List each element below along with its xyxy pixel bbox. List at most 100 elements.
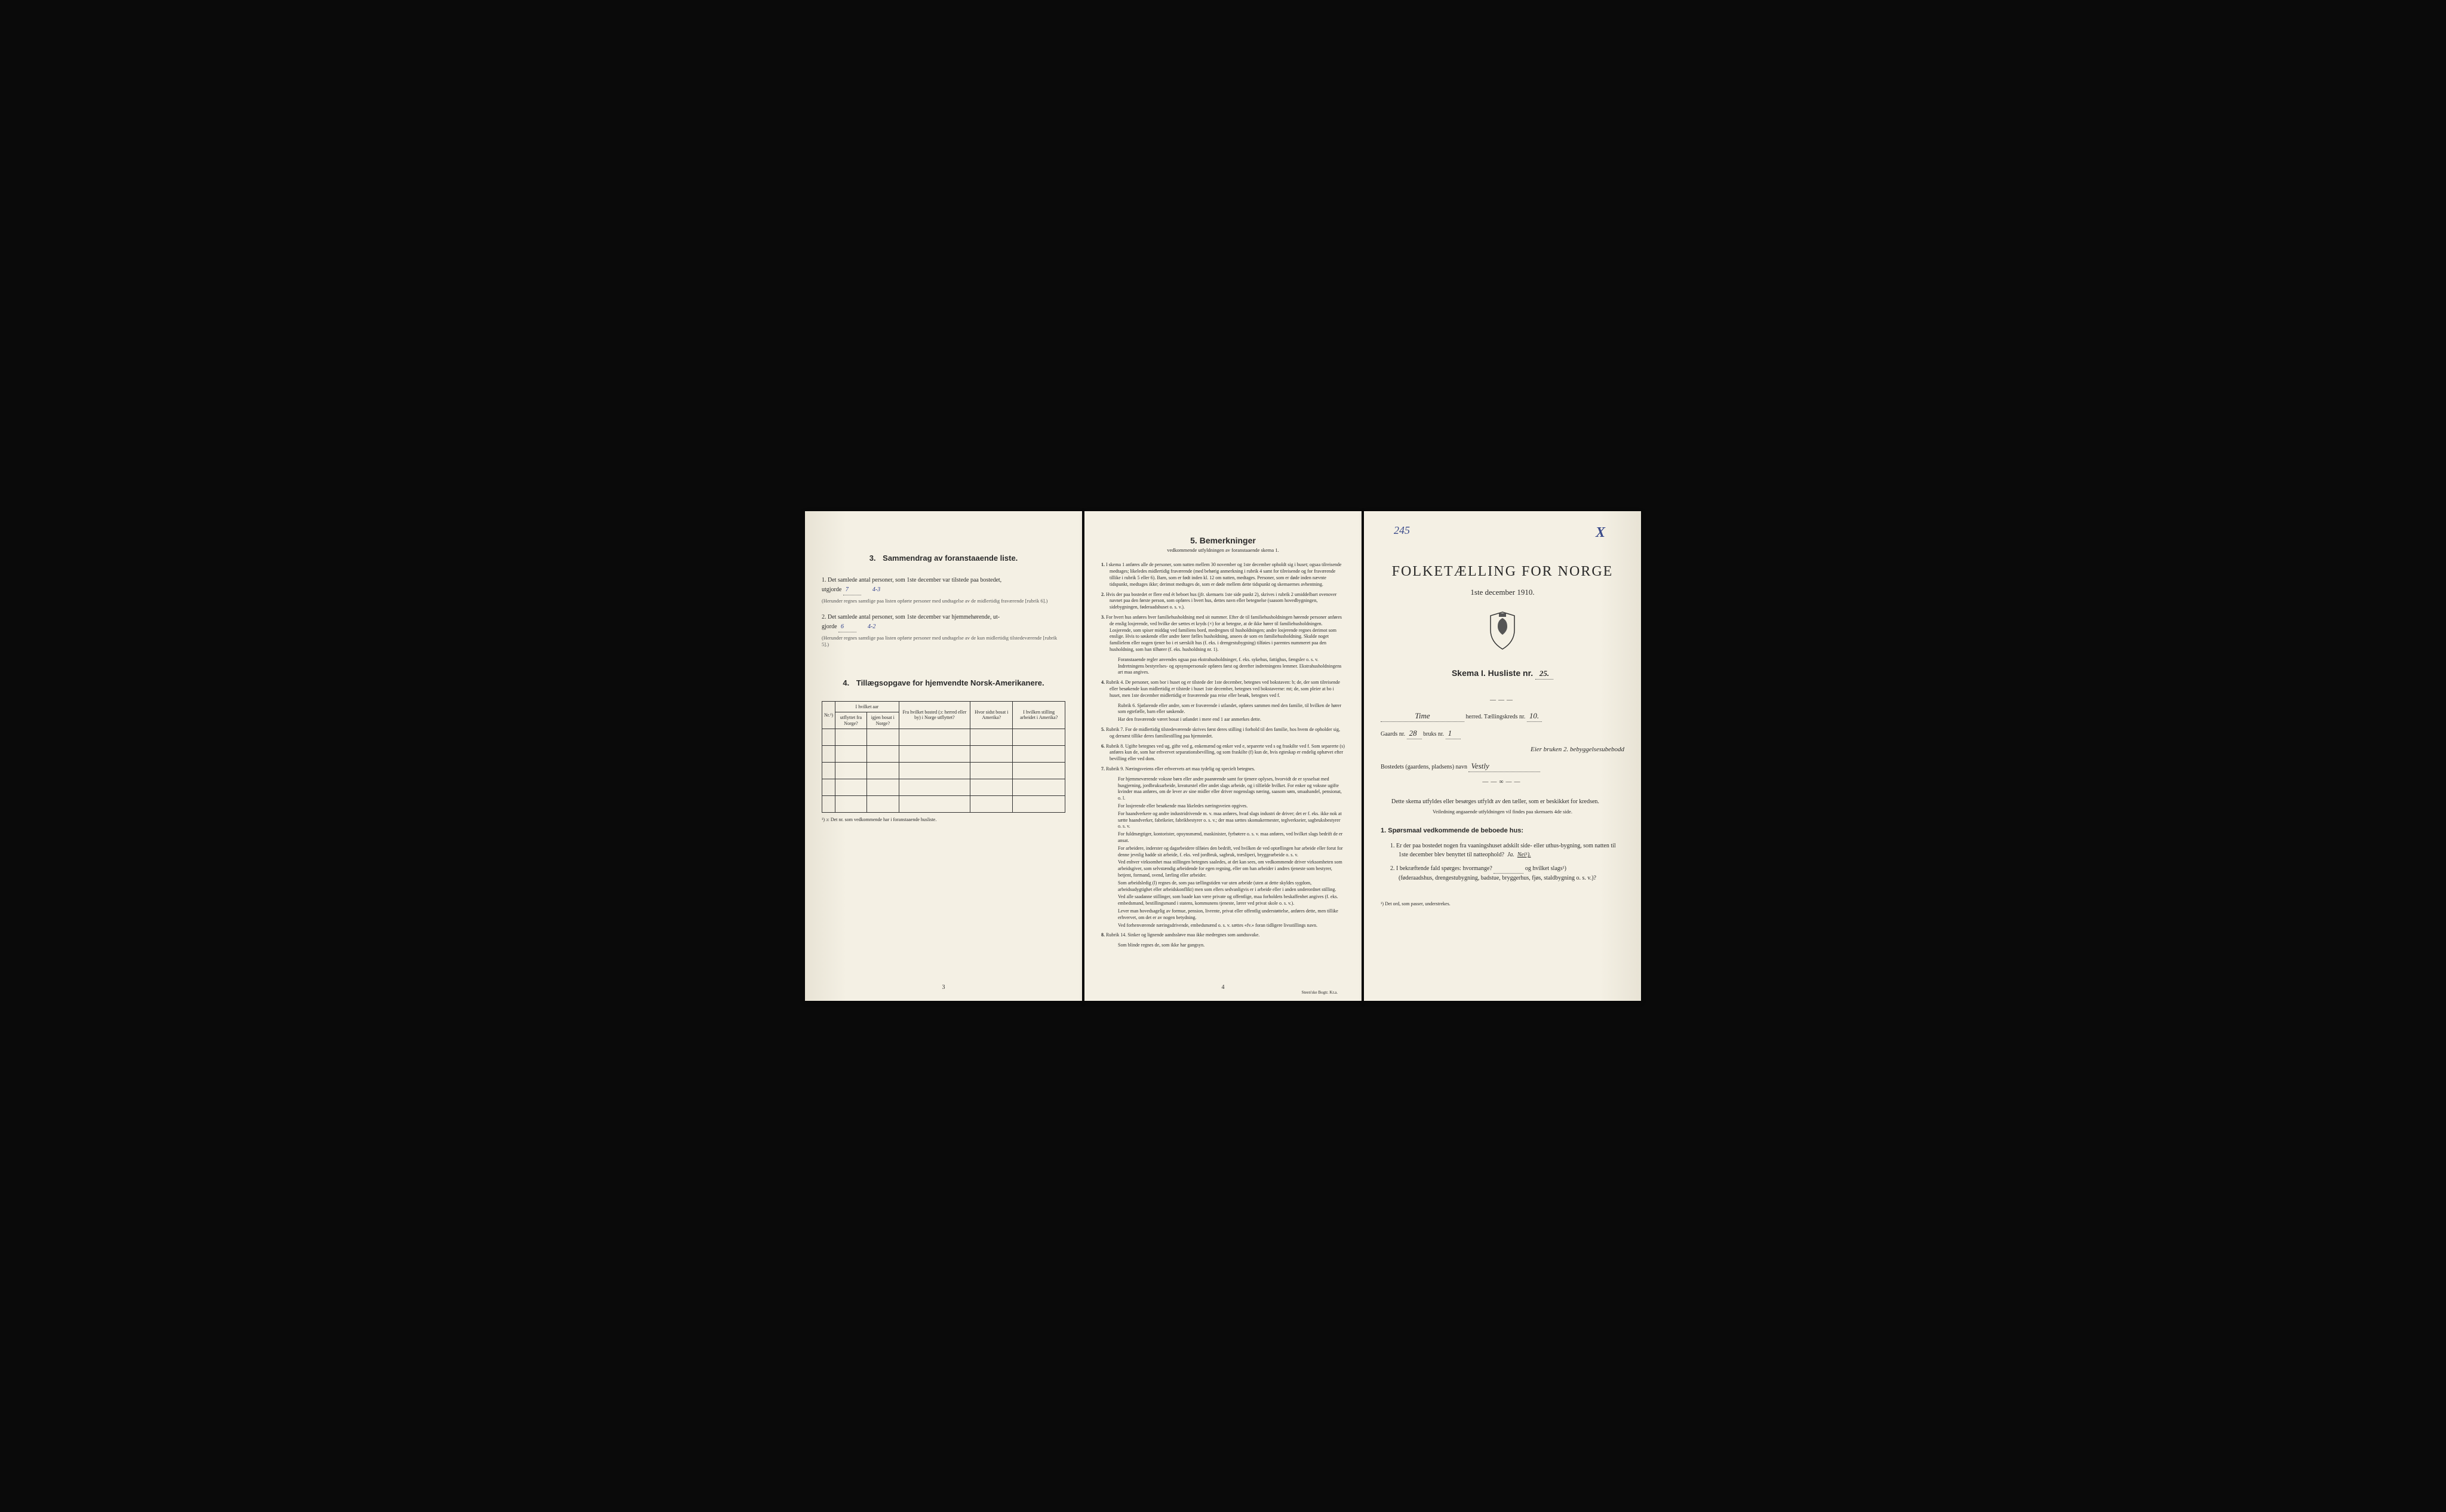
table-row <box>822 763 1065 779</box>
remark-sub: For losjerende eller besøkende maa likel… <box>1110 803 1345 810</box>
table-row <box>822 729 1065 746</box>
divider: ——— <box>1381 696 1624 705</box>
remarks-list: 1. I skema 1 anføres alle de personer, s… <box>1101 562 1345 948</box>
herred-suffix: herred. Tællingskreds nr. <box>1466 714 1526 720</box>
section-3-text: Sammendrag av foranstaaende liste. <box>883 554 1018 563</box>
item1-fill2: 4-3 <box>870 585 888 595</box>
q2-text-b: og hvilket slags¹) <box>1525 865 1566 872</box>
section-5-text: Bemerkninger <box>1200 536 1256 545</box>
th-year: I hvilket aar <box>835 701 899 712</box>
item2-num: 2. <box>822 614 826 620</box>
bruks-nr: 1 <box>1446 728 1461 739</box>
remark-sub: Rubrik 6. Sjøfarende eller andre, som er… <box>1110 703 1345 716</box>
table-footnote: ¹) ɔ: Det nr. som vedkommende har i fora… <box>822 816 1065 823</box>
remark-item: 3. For hvert hus anføres hver familiehus… <box>1101 614 1345 653</box>
footnote-text: ¹) Det ord, som passer, understrekes. <box>1381 901 1451 906</box>
section-5-num: 5. <box>1190 536 1197 545</box>
q1-ja: Ja. <box>1507 852 1514 858</box>
instruction-sub: Veiledning angaaende utfyldningen vil fi… <box>1381 809 1624 816</box>
question-1: 1. Er der paa bostedet nogen fra vaaning… <box>1390 841 1624 859</box>
section-3-num: 3. <box>869 554 876 563</box>
item2-fill: 6 <box>838 622 856 632</box>
skema-nr: 25. <box>1535 668 1553 680</box>
remark-sub: For arbeidere, inderster og dagarbeidere… <box>1110 846 1345 859</box>
section-4-title: 4. Tillægsopgave for hjemvendte Norsk-Am… <box>822 678 1065 689</box>
emigrant-table: Nr.¹) I hvilket aar Fra hvilket bosted (… <box>822 701 1065 813</box>
hand-line: Eier bruken 2. bebyggelsesubebodd <box>1531 746 1624 753</box>
remark-sub: Lever man hovedsagelig av formue, pensio… <box>1110 908 1345 921</box>
q1-num: 1. <box>1390 843 1395 849</box>
section-5-title: 5. Bemerkninger <box>1101 535 1345 547</box>
item2-note: (Herunder regnes samtlige paa listen opf… <box>822 635 1065 648</box>
th-from: Fra hvilket bosted (ɔ: herred eller by) … <box>899 701 970 729</box>
q2-text-a: I bekræftende fald spørges: hvormange? <box>1396 865 1492 872</box>
table-row <box>822 746 1065 763</box>
remark-sub: For haandverkere og andre industridriven… <box>1110 811 1345 830</box>
section-3-title: 3. Sammendrag av foranstaaende liste. <box>822 553 1065 564</box>
section-4-num: 4. <box>843 678 849 687</box>
census-date: 1ste december 1910. <box>1381 587 1624 598</box>
summary-item-1: 1. Det samlede antal personer, som 1ste … <box>822 576 1065 604</box>
bosted-line: Bostedets (gaardens, pladsens) navn Vest… <box>1381 761 1624 772</box>
remark-sub: For fuldmægtiger, kontorister, opsynsmæn… <box>1110 831 1345 844</box>
page-4: 5. Bemerkninger vedkommende utfyldningen… <box>1084 511 1362 1001</box>
item1-text-b: utgjorde <box>822 586 841 593</box>
printer-mark: Steen'ske Bogtr. Kr.a. <box>1301 990 1338 996</box>
coat-of-arms-icon <box>1381 611 1624 654</box>
remark-sub: Foranstaaende regler anvendes ogsaa paa … <box>1110 657 1345 676</box>
item1-text-a: Det samlede antal personer, som 1ste dec… <box>828 577 1001 583</box>
summary-item-2: 2. Det samlede antal personer, som 1ste … <box>822 613 1065 648</box>
th-emigrated: utflyttet fra Norge? <box>835 712 867 729</box>
divider-2: ——∞—— <box>1381 778 1624 786</box>
item2-text-a: Det samlede antal personer, som 1ste dec… <box>828 614 1000 620</box>
th-last: Hvor sidst bosat i Amerika? <box>970 701 1013 729</box>
handwritten-245: 245 <box>1394 523 1410 538</box>
remark-item: 6. Rubrik 8. Ugifte betegnes ved ug, gif… <box>1101 743 1345 763</box>
th-returned: igjen bosat i Norge? <box>866 712 899 729</box>
gaards-nr: 28 <box>1407 728 1422 739</box>
remark-item: 2. Hvis der paa bostedet er flere end ét… <box>1101 592 1345 611</box>
kreds-nr: 10. <box>1527 711 1542 722</box>
remark-sub: Ved enhver virksomhet maa stillingen bet… <box>1110 859 1345 878</box>
q1-nei: Nei¹). <box>1517 852 1531 858</box>
skema-line: Skema I. Husliste nr. 25. <box>1381 668 1624 680</box>
remark-item: 4. Rubrik 4. De personer, som bor i huse… <box>1101 680 1345 699</box>
item1-note: (Herunder regnes samtlige paa listen opf… <box>822 598 1065 604</box>
q1-text: Er der paa bostedet nogen fra vaaningshu… <box>1396 843 1616 858</box>
bosted-label: Bostedets (gaardens, pladsens) navn <box>1381 764 1467 770</box>
main-title: FOLKETÆLLING FOR NORGE <box>1381 562 1624 582</box>
handwritten-x: X <box>1596 523 1605 543</box>
herred-line: Time herred. Tællingskreds nr. 10. <box>1381 711 1624 722</box>
page-1-cover: 245 X FOLKETÆLLING FOR NORGE 1ste decemb… <box>1364 511 1641 1001</box>
question-2: 2. I bekræftende fald spørges: hvormange… <box>1390 864 1624 883</box>
footnote: ¹) Det ord, som passer, understrekes. <box>1381 901 1624 907</box>
remark-item: 1. I skema 1 anføres alle de personer, s… <box>1101 562 1345 588</box>
gaards-label: Gaards nr. <box>1381 731 1405 737</box>
remark-sub: Som blinde regnes de, som ikke har gangs… <box>1110 942 1345 949</box>
remark-sub: Som arbeidsledig (l) regnes de, som paa … <box>1110 880 1345 893</box>
gaards-line: Gaards nr. 28 bruks nr. 1 <box>1381 728 1624 739</box>
remark-sub: Ved forhenværende næringsdrivende, embed… <box>1110 923 1345 929</box>
table-row <box>822 779 1065 796</box>
section-4-text: Tillægsopgave for hjemvendte Norsk-Ameri… <box>856 678 1044 687</box>
remark-item: 8. Rubrik 14. Sinker og lignende aandssl… <box>1101 932 1345 939</box>
remark-item: 5. Rubrik 7. For de midlertidig tilstede… <box>1101 727 1345 740</box>
question-heading: 1. Spørsmaal vedkommende de beboede hus: <box>1381 826 1624 835</box>
herred-fill: Time <box>1381 711 1464 722</box>
item2-text-b: gjorde <box>822 623 837 630</box>
hand-annotation-line: Eier bruken 2. bebyggelsesubebodd <box>1381 745 1624 754</box>
q2-num: 2. <box>1390 865 1395 872</box>
remark-sub: Har den fraværende været bosat i utlande… <box>1110 717 1345 723</box>
item2-fill2: 4-2 <box>865 622 883 632</box>
section-5-subtitle: vedkommende utfyldningen av foranstaaend… <box>1101 547 1345 554</box>
th-position: I hvilken stilling arbeidet i Amerika? <box>1013 701 1065 729</box>
item1-fill: 7 <box>843 585 861 595</box>
bruks-label: bruks nr. <box>1423 731 1444 737</box>
page-3: 3. Sammendrag av foranstaaende liste. 1.… <box>805 511 1082 1001</box>
remark-sub: For hjemmeværende voksne børn eller andr… <box>1110 776 1345 802</box>
remark-item: 7. Rubrik 9. Næringsveiens eller erhverv… <box>1101 766 1345 773</box>
page-number-3: 3 <box>805 984 1082 992</box>
skema-label: Skema I. Husliste nr. <box>1452 668 1533 678</box>
th-nr: Nr.¹) <box>822 701 835 729</box>
bosted-fill: Vestly <box>1468 761 1540 772</box>
